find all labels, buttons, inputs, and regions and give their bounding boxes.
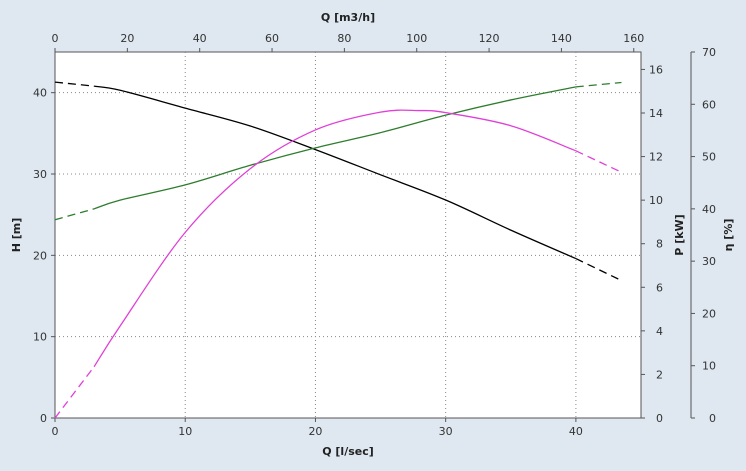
y2-tick-label: 2 xyxy=(656,368,663,381)
x2-axis-title: Q [m3/h] xyxy=(321,11,375,24)
y2-tick-label: 12 xyxy=(649,151,663,164)
series-1-end-dashed xyxy=(575,81,622,88)
x-tick-label: 10 xyxy=(178,425,192,438)
series-0-start-dashed xyxy=(54,81,95,87)
y-tick-label: 40 xyxy=(33,87,47,100)
x2-tick-label: 40 xyxy=(193,32,207,45)
y2-tick-label: 6 xyxy=(656,281,663,294)
y2-tick-label: 16 xyxy=(649,63,663,76)
series-2-line xyxy=(93,109,577,368)
y2-tick-label: 14 xyxy=(649,107,663,120)
y3-tick-label: 60 xyxy=(702,98,716,111)
x2-tick-label: 100 xyxy=(406,32,427,45)
y-tick-label: 0 xyxy=(40,412,47,425)
y-tick-label: 20 xyxy=(33,249,47,262)
y3-tick-label: 50 xyxy=(702,151,716,164)
series-2-end-dashed xyxy=(575,150,622,173)
x-axis-title: Q [l/sec] xyxy=(322,445,374,458)
series-1-start-dashed xyxy=(54,208,95,221)
series-1-line xyxy=(93,86,577,210)
x-tick-label: 0 xyxy=(52,425,59,438)
x2-tick-label: 0 xyxy=(52,32,59,45)
x-tick-label: 40 xyxy=(569,425,583,438)
y2-axis-title: P [kW] xyxy=(673,214,686,255)
series-0-line xyxy=(93,85,577,260)
y3-tick-label: 30 xyxy=(702,255,716,268)
x-tick-label: 20 xyxy=(308,425,322,438)
y3-tick-label: 40 xyxy=(702,203,716,216)
series-0-end-dashed xyxy=(575,258,622,282)
y3-tick-label: 70 xyxy=(702,46,716,59)
x2-tick-label: 120 xyxy=(479,32,500,45)
x2-tick-label: 80 xyxy=(337,32,351,45)
x2-tick-label: 140 xyxy=(551,32,572,45)
y3-axis-title: η [%] xyxy=(722,219,735,252)
y3-tick-label: 20 xyxy=(702,307,716,320)
y-tick-label: 30 xyxy=(33,168,47,181)
axes: 0 10 20 30 400 20 40 60 80 100 120 140 1600102030400… xyxy=(33,32,716,438)
y2-tick-label: 8 xyxy=(656,238,663,251)
x2-tick-label: 60 xyxy=(265,32,279,45)
y2-tick-label: 4 xyxy=(656,325,663,338)
x-tick-label: 30 xyxy=(439,425,453,438)
y2-tick-label: 10 xyxy=(649,194,663,207)
y2-tick-label: 0 xyxy=(656,412,663,425)
y-tick-label: 10 xyxy=(33,331,47,344)
x2-tick-label: 20 xyxy=(120,32,134,45)
y-axis-title: H [m] xyxy=(10,218,23,253)
y3-tick-label: 0 xyxy=(709,412,716,425)
plot-area xyxy=(54,51,642,419)
series-lines xyxy=(54,81,622,419)
series-2-start-dashed xyxy=(54,366,95,419)
x2-tick-label: 160 xyxy=(623,32,644,45)
y3-tick-label: 10 xyxy=(702,360,716,373)
